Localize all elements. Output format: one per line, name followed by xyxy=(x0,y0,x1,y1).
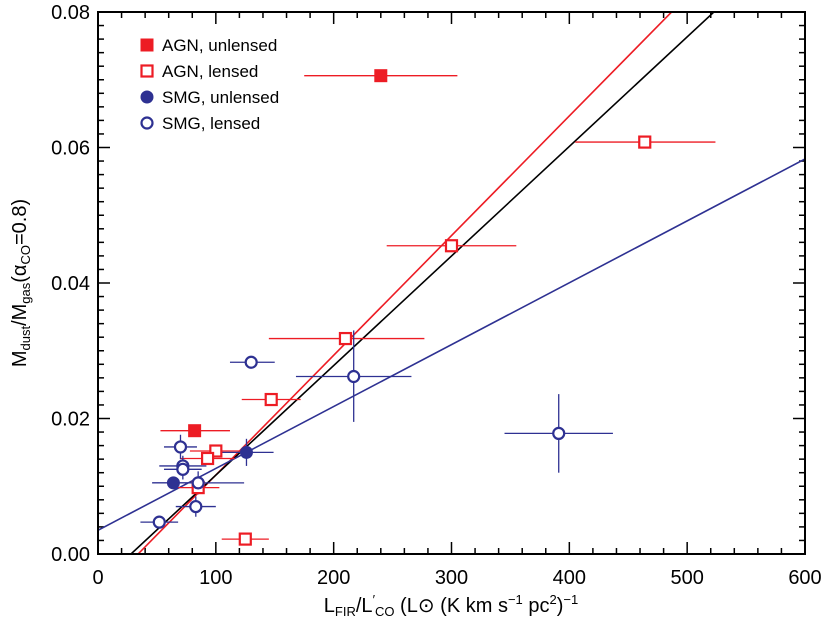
data-point xyxy=(209,444,223,458)
fit-lines xyxy=(98,12,805,554)
fit-line xyxy=(98,158,805,531)
x-tick-label: 500 xyxy=(670,567,703,589)
legend-marker xyxy=(140,90,154,104)
data-point xyxy=(189,499,203,514)
data-point xyxy=(200,451,215,466)
data-point xyxy=(238,532,252,546)
y-tick-label: 0.04 xyxy=(51,273,90,295)
data-point xyxy=(152,515,166,529)
data-point xyxy=(166,476,180,490)
x-axis-title: LFIR/L′CO (L⊙ (K km s−1 pc2)−1 xyxy=(324,592,578,619)
x-tick-label: 200 xyxy=(317,567,350,589)
fit-line xyxy=(137,12,673,554)
legend-label: SMG, lensed xyxy=(162,114,260,133)
y-axis-title: Mdust/Mgas(αCO=0.8) xyxy=(9,199,33,367)
plot-frame xyxy=(97,11,806,555)
tick-labels: 0 100 200 300 400 500 600 0.00 0.02 0.04 0.06 0.08 xyxy=(51,2,822,589)
data-point xyxy=(552,426,566,441)
x-tick-label: 0 xyxy=(92,567,103,589)
legend-label: SMG, unlensed xyxy=(162,88,279,107)
data-point xyxy=(638,135,652,149)
data-point xyxy=(244,355,258,369)
y-tick-label: 0.00 xyxy=(51,544,90,566)
data-point xyxy=(347,369,361,384)
x-tick-label: 600 xyxy=(788,567,821,589)
y-tick-label: 0.06 xyxy=(51,138,90,160)
legend-marker xyxy=(140,38,154,52)
data-point xyxy=(374,69,388,83)
y-tick-label: 0.08 xyxy=(51,2,90,24)
data-point xyxy=(188,424,202,438)
data-point xyxy=(191,476,205,490)
legend-marker xyxy=(140,64,154,78)
data-point xyxy=(239,445,253,459)
legend-label: AGN, lensed xyxy=(162,62,258,81)
y-tick-label: 0.02 xyxy=(51,409,90,431)
fit-line xyxy=(130,12,716,554)
x-tick-label: 300 xyxy=(435,567,468,589)
legend: AGN, unlensed AGN, lensed SMG, unlensed SMG… xyxy=(140,36,279,133)
data-point xyxy=(173,440,188,454)
data-point xyxy=(444,239,459,253)
data-point xyxy=(338,331,353,346)
legend-marker xyxy=(140,116,154,130)
x-tick-label: 400 xyxy=(553,567,586,589)
data-markers xyxy=(152,69,652,546)
error-bars xyxy=(140,75,716,540)
data-point xyxy=(176,462,190,476)
x-tick-label: 100 xyxy=(199,567,232,589)
data-point xyxy=(264,392,278,407)
legend-label: AGN, unlensed xyxy=(162,36,277,55)
